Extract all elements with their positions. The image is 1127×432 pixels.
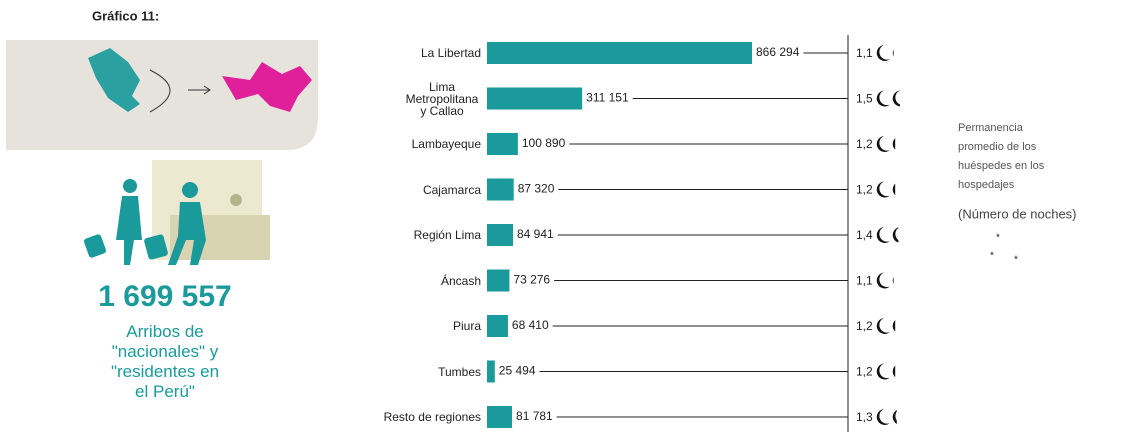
moon [892,49,894,57]
bar [487,224,513,246]
bar [487,406,513,428]
stay-label: 1,3 [856,410,873,424]
stay-label: 1,4 [856,228,873,242]
stay-label: 1,1 [856,46,873,60]
map-panel [6,40,318,150]
moon [892,277,894,284]
moon [892,320,896,332]
moon [892,138,896,150]
category-label: Áncash [440,273,481,288]
bar [487,178,514,201]
peru-map [88,48,140,112]
moons [876,227,899,243]
receptionist [230,194,242,206]
category-label: Lambayeque [411,137,481,151]
moon [876,272,890,289]
caption-line: el Perú" [135,382,195,401]
moon [876,409,890,425]
bar [487,360,495,383]
total: 1 699 557 [98,280,231,313]
value-label: 25 494 [499,364,536,378]
title: Gráfico 11: [92,8,159,23]
caption-line: "nacionales" y [111,342,219,361]
value-label: 73 276 [513,273,550,287]
moons [876,318,896,334]
stay-label: 1,5 [856,92,873,106]
caption-line: "residentes en [110,362,220,381]
moon [892,227,899,243]
legend-line: hospedajes [958,179,1015,191]
moon [876,363,890,380]
stay-label: 1,2 [856,183,873,197]
value-label: 311 151 [586,91,629,105]
category-label: Lima Metropolitana y Callao [405,79,479,118]
bar [487,269,510,292]
bar [487,315,508,337]
moon [892,183,896,196]
category-label: Región Lima [413,228,481,242]
stay-label: 1,2 [856,365,873,379]
moon [876,136,890,152]
value-label: 68 410 [512,318,549,332]
value-label: 87 320 [518,182,555,196]
moon [876,227,890,243]
moons [876,90,900,107]
category-label: Piura [452,319,481,333]
moons [876,136,896,152]
stay-label: 1,1 [856,274,873,288]
category-label: Tumbes [438,364,481,379]
moon [876,45,890,61]
travelers [83,179,206,265]
moons [876,181,896,198]
legend-line: promedio de los [958,141,1037,153]
value-label: 100 890 [522,136,566,150]
moon [876,181,890,198]
caption-line: Arribos de [126,322,204,341]
moons [876,363,896,380]
moon [892,410,897,424]
moon [876,318,890,334]
category-label: Cajamarca [422,182,481,197]
value-label: 81 781 [516,409,553,423]
category-label: Resto de regiones [383,410,481,424]
legend-unit: (Número de noches) [958,206,1077,221]
bar [487,133,518,155]
value-label: 84 941 [517,227,554,241]
star: * [996,233,1000,244]
stay-label: 1,2 [856,319,873,333]
arrow-arc [149,69,171,113]
legend-line: huéspedes en los [958,160,1045,172]
bar [487,42,752,64]
star: * [990,251,994,262]
legend-line: Permanencia [958,122,1024,134]
moon [876,90,890,107]
legend-moon [977,246,1012,293]
moon [892,365,896,378]
region-map [222,62,312,112]
moons [876,272,894,289]
star: * [1014,255,1018,266]
category-label: La Libertad [420,46,481,60]
stay-label: 1,2 [856,137,873,151]
arrow [188,85,211,95]
bar [487,87,583,110]
moon [892,90,900,107]
value-label: 866 294 [756,45,800,59]
moons [876,409,897,425]
moons [876,45,894,61]
